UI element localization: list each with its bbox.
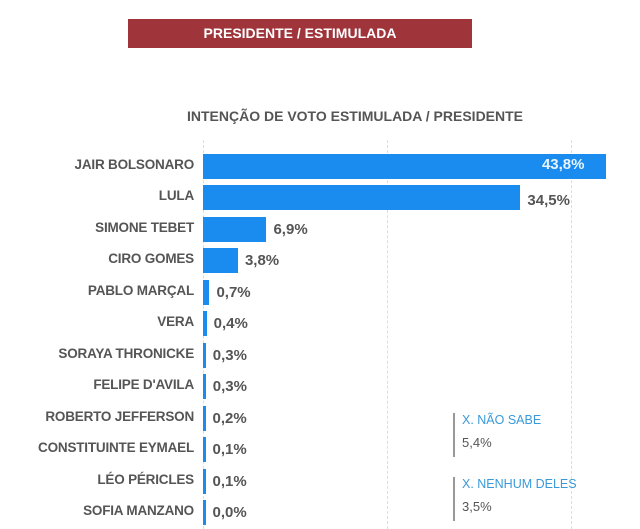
- extra-label: X. NENHUM DELES: [462, 477, 577, 491]
- bar: [203, 405, 206, 431]
- bar: [203, 311, 207, 337]
- chart-title: INTENÇÃO DE VOTO ESTIMULADA / PRESIDENTE: [186, 108, 524, 124]
- value-label: 0,3%: [212, 378, 247, 396]
- category-label: SIMONE TEBET: [95, 219, 194, 235]
- value-label: 0,1%: [212, 472, 247, 490]
- section-banner: PRESIDENTE / ESTIMULADA: [128, 19, 472, 48]
- bar: [203, 279, 210, 305]
- category-label: CONSTITUINTE EYMAEL: [38, 440, 194, 456]
- bar: [203, 499, 206, 525]
- category-label: PABLO MARÇAL: [87, 282, 194, 298]
- bar: [203, 185, 521, 211]
- category-label: CIRO GOMES: [108, 251, 194, 267]
- value-label: 0,2%: [212, 409, 247, 427]
- category-label: ROBERTO JEFFERSON: [45, 408, 194, 424]
- category-label: LULA: [158, 188, 194, 204]
- value-label: 6,9%: [273, 220, 308, 238]
- value-label: 0,1%: [212, 441, 247, 459]
- value-label: 43,8%: [541, 156, 585, 173]
- bar: [203, 154, 606, 179]
- category-label: SORAYA THRONICKE: [58, 345, 194, 361]
- bar: [203, 248, 238, 274]
- gridline: [387, 140, 388, 529]
- extra-value: 3,5%: [462, 499, 492, 514]
- value-label: 0,3%: [212, 346, 247, 364]
- gridline: [571, 140, 572, 529]
- bar: [203, 374, 206, 400]
- bar: [203, 437, 206, 463]
- extra-nao-sabe: X. NÃO SABE 5,4%: [453, 413, 541, 457]
- extra-label: X. NÃO SABE: [462, 413, 542, 427]
- value-label: 0,4%: [213, 315, 248, 333]
- category-label: FELIPE D'AVILA: [93, 377, 194, 393]
- bar: [203, 468, 206, 494]
- category-label: LÉO PÉRICLES: [97, 471, 194, 487]
- extra-value: 5,4%: [462, 435, 492, 450]
- category-label: VERA: [157, 314, 194, 330]
- extra-nenhum-deles: X. NENHUM DELES 3,5%: [453, 477, 577, 521]
- category-label: SOFIA MANZANO: [83, 502, 194, 518]
- value-label: 3,8%: [244, 252, 280, 270]
- value-label: 0,0%: [212, 503, 247, 521]
- bar: [203, 216, 267, 242]
- value-label: 0,7%: [216, 283, 251, 301]
- category-label: JAIR BOLSONARO: [74, 157, 195, 172]
- value-label: 34,5%: [527, 192, 570, 210]
- bar: [203, 342, 206, 368]
